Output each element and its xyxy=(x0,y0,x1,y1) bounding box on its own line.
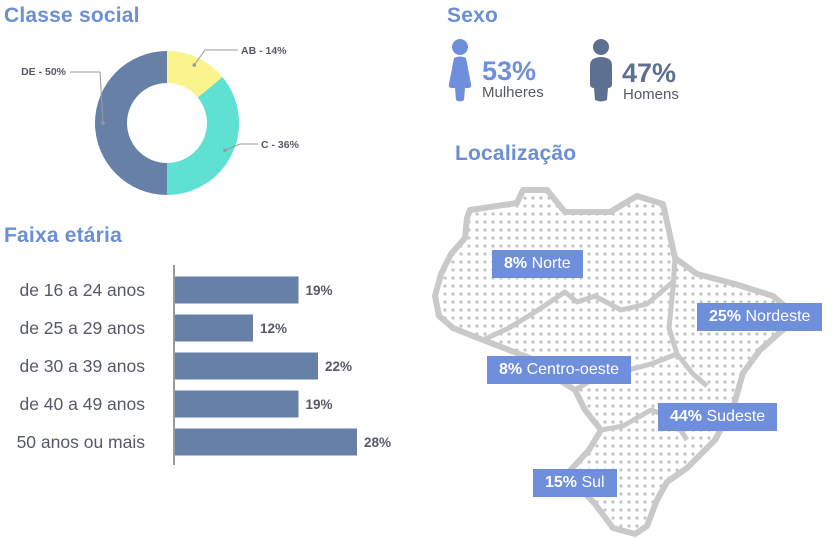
bar-category-label: de 16 a 24 anos xyxy=(19,280,145,300)
donut-slice-de xyxy=(95,51,167,195)
donut-leader-line xyxy=(70,71,104,124)
region-sul-badge: 15% Sul xyxy=(533,469,617,497)
donut-label-c: C - 36% xyxy=(261,139,300,151)
men-percent: 47% xyxy=(622,58,677,88)
social-class-donut-chart: AB - 14% C - 36% DE - 50% xyxy=(21,45,300,195)
social-class-title: Classe social xyxy=(4,4,140,27)
bar xyxy=(175,314,253,342)
age-range-bar-chart: de 16 a 24 anos 19% de 25 a 29 anos 12% de 3… xyxy=(17,265,391,465)
women-label: Mulheres xyxy=(482,84,544,101)
region-nordeste-badge: 25% Nordeste xyxy=(697,303,823,331)
donut-leader-dot xyxy=(223,148,227,153)
donut-leader-dot xyxy=(101,121,105,125)
man-icon xyxy=(590,39,612,102)
bar xyxy=(175,390,299,418)
bar-category-label: 50 anos ou mais xyxy=(17,432,146,452)
bar-value-label: 12% xyxy=(260,321,287,336)
bar xyxy=(175,352,318,380)
region-centro-oeste-badge: 8% Centro-oeste xyxy=(487,356,632,384)
woman-icon xyxy=(448,39,472,102)
age-range-title: Faixa etária xyxy=(4,224,122,247)
bar xyxy=(175,428,357,456)
north-border xyxy=(481,278,677,343)
region-norte-badge: 8% Norte xyxy=(492,250,583,278)
bar-value-label: 19% xyxy=(306,283,333,298)
donut-label-ab: AB - 14% xyxy=(241,45,287,57)
bar-value-label: 28% xyxy=(364,435,391,450)
women-percent: 53% xyxy=(482,56,537,86)
donut-slice-c xyxy=(167,77,239,195)
location-title: Localização xyxy=(455,142,577,165)
bar-category-label: de 30 a 39 anos xyxy=(19,356,145,376)
bar-category-label: de 40 a 49 anos xyxy=(19,394,145,414)
men-label: Homens xyxy=(623,86,679,103)
bar-category-label: de 25 a 29 anos xyxy=(19,318,145,338)
donut-slice-ab xyxy=(167,51,223,98)
donut-leader-line xyxy=(224,143,258,151)
bar-value-label: 19% xyxy=(306,397,333,412)
region-sudeste-badge: 44% Sudeste xyxy=(658,403,778,431)
bar-value-label: 22% xyxy=(325,359,352,374)
northeast-border xyxy=(666,257,709,388)
donut-leader-dot xyxy=(192,63,197,67)
bar xyxy=(175,276,299,304)
sex-title: Sexo xyxy=(447,4,498,27)
donut-leader-line xyxy=(193,49,238,66)
donut-label-de: DE - 50% xyxy=(21,66,67,78)
